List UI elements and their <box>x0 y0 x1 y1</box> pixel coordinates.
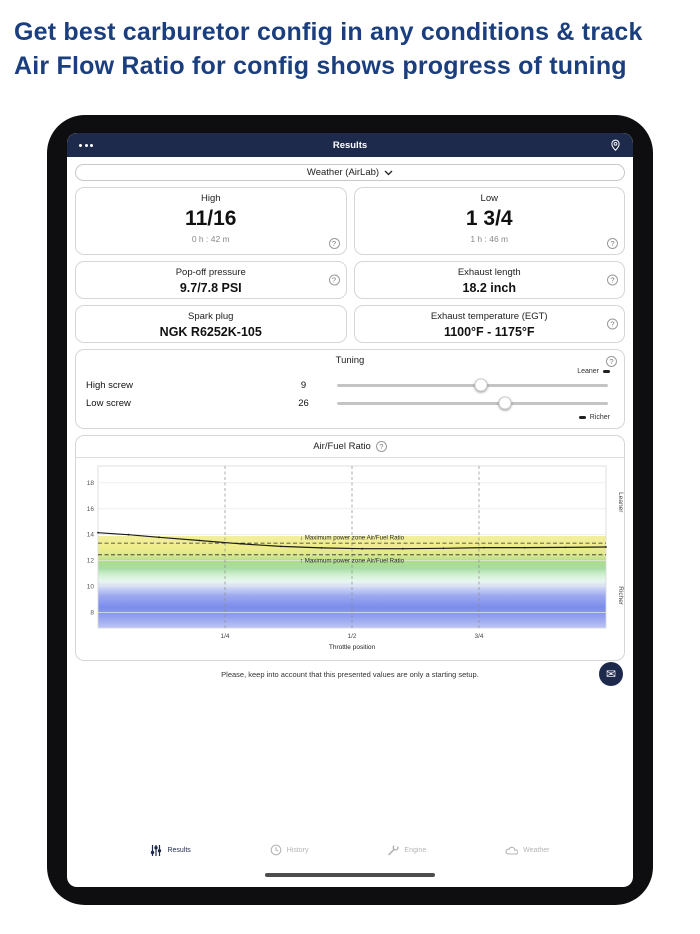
device-frame: Results Weather (AirLab) High <box>47 115 653 905</box>
empty-space <box>75 695 625 827</box>
help-icon[interactable]: ? <box>607 274 618 286</box>
tab-results-label: Results <box>167 846 191 854</box>
cloud-icon <box>505 846 519 855</box>
headline-line-1: Get best carburetor config in any condit… <box>14 18 643 46</box>
high-screw-row: High screw 9 <box>76 376 624 394</box>
egt-card: Exhaust temperature (EGT) 1100°F - 1175°… <box>353 305 625 343</box>
app-content: Weather (AirLab) High 11/16 0 h : 42 m ?… <box>67 157 633 887</box>
svg-text:1/4: 1/4 <box>220 633 229 640</box>
marketing-headline: Get best carburetor config in any condit… <box>14 16 690 83</box>
low-screw-value: 26 <box>298 397 309 409</box>
app-header: Results <box>67 133 633 157</box>
tab-weather-label: Weather <box>523 846 550 854</box>
disclaimer-note: Please, keep into account that this pres… <box>221 670 479 679</box>
low-jet-value: 1 3/4 <box>465 207 513 230</box>
egt-value: 1100°F - 1175°F <box>443 325 535 339</box>
wrench-icon <box>388 844 400 856</box>
low-jet-title: Low <box>480 193 498 204</box>
svg-text:18: 18 <box>87 480 95 487</box>
help-icon[interactable]: ? <box>375 441 387 452</box>
svg-text:Throttle position: Throttle position <box>329 644 376 651</box>
low-screw-row: Low screw 26 <box>76 394 624 412</box>
note-row: Please, keep into account that this pres… <box>75 662 625 689</box>
svg-text:Richer: Richer <box>617 586 624 606</box>
low-screw-slider[interactable] <box>337 396 608 410</box>
tab-bar: Results History Engi <box>75 833 625 867</box>
sliders-icon <box>151 844 162 856</box>
popoff-pressure-card: Pop-off pressure 9.7/7.8 PSI ? <box>75 261 347 299</box>
weather-selector-label: Weather (AirLab) <box>306 167 380 178</box>
help-icon[interactable]: ? <box>328 274 340 286</box>
mail-button[interactable]: ✉ <box>599 662 623 686</box>
slider-knob[interactable] <box>474 378 488 392</box>
chart-title: Air/Fuel Ratio <box>313 441 371 452</box>
popoff-value: 9.7/7.8 PSI <box>179 281 242 295</box>
chevron-down-icon <box>384 170 393 175</box>
high-jet-card: High 11/16 0 h : 42 m ? <box>75 187 347 255</box>
svg-text:Leaner: Leaner <box>617 492 624 513</box>
help-icon[interactable]: ? <box>607 318 618 330</box>
home-row <box>75 873 625 887</box>
help-icon[interactable]: ? <box>606 356 617 367</box>
app-screen: Results Weather (AirLab) High <box>67 133 633 887</box>
chart-title-row: Air/Fuel Ratio ? <box>76 441 624 452</box>
menu-dots-icon[interactable] <box>79 143 93 147</box>
mail-icon: ✉ <box>605 667 617 681</box>
tab-history-label: History <box>286 846 309 854</box>
leaner-dash-icon <box>603 369 610 373</box>
row-popoff-exhaust: Pop-off pressure 9.7/7.8 PSI ? Exhaust l… <box>75 261 625 299</box>
exhaust-length-value: 18.2 inch <box>462 281 517 295</box>
high-screw-slider[interactable] <box>337 378 608 392</box>
jetting-row-high-low: High 11/16 0 h : 42 m ? Low 1 3/4 1 h : … <box>75 187 625 255</box>
svg-text:12: 12 <box>87 558 95 565</box>
svg-text:↓ Maximum power zone Air/Fuel: ↓ Maximum power zone Air/Fuel Ratio <box>300 535 405 542</box>
tab-results[interactable]: Results <box>150 844 191 857</box>
popoff-title: Pop-off pressure <box>175 267 246 278</box>
tab-engine-label: Engine <box>404 846 427 854</box>
high-jet-title: High <box>200 193 221 204</box>
spark-plug-title: Spark plug <box>188 311 234 322</box>
richer-dash-icon <box>578 415 586 419</box>
row-sparkplug-egt: Spark plug NGK R6252K-105 Exhaust temper… <box>75 305 625 343</box>
low-jet-time: 1 h : 46 m <box>470 234 509 244</box>
tab-weather[interactable]: Weather <box>505 845 549 856</box>
tuning-card: Tuning ? Leaner High screw 9 Low screw <box>75 349 625 429</box>
chart-divider <box>76 457 624 458</box>
spark-plug-card: Spark plug NGK R6252K-105 <box>75 305 347 343</box>
svg-text:14: 14 <box>87 532 95 539</box>
tab-history[interactable]: History <box>270 844 309 856</box>
svg-text:10: 10 <box>87 584 95 591</box>
richer-end-label: Richer <box>76 412 624 422</box>
egt-title: Exhaust temperature (EGT) <box>430 311 548 322</box>
leaner-end-label: Leaner <box>76 366 624 376</box>
page-title: Results <box>332 139 368 151</box>
weather-selector[interactable]: Weather (AirLab) <box>75 164 625 181</box>
help-icon[interactable]: ? <box>607 238 618 249</box>
clock-icon <box>270 844 282 856</box>
slider-knob[interactable] <box>498 396 512 410</box>
tuning-title: Tuning <box>335 355 365 366</box>
air-fuel-ratio-chart-card: Air/Fuel Ratio ? 18 16 14 12 10 8 1/4 1/2 3/4 ↓ M… <box>75 435 625 661</box>
headline-line-2: Air Flow Ratio for config shows progress… <box>14 51 627 80</box>
svg-text:↑ Maximum power zone Air/Fuel: ↑ Maximum power zone Air/Fuel Ratio <box>300 557 405 564</box>
spark-plug-value: NGK R6252K-105 <box>159 325 262 339</box>
exhaust-length-title: Exhaust length <box>457 267 521 278</box>
high-jet-value: 11/16 <box>185 207 237 230</box>
svg-text:1/2: 1/2 <box>347 633 356 640</box>
svg-text:16: 16 <box>87 506 95 513</box>
high-screw-value: 9 <box>300 379 307 391</box>
low-jet-card: Low 1 3/4 1 h : 46 m ? <box>353 187 625 255</box>
tab-engine[interactable]: Engine <box>387 844 426 856</box>
low-screw-label: Low screw <box>86 397 131 409</box>
svg-text:8: 8 <box>90 609 94 616</box>
home-indicator[interactable] <box>265 873 435 877</box>
exhaust-length-card: Exhaust length 18.2 inch ? <box>353 261 625 299</box>
air-fuel-ratio-chart: 18 16 14 12 10 8 1/4 1/2 3/4 ↓ Maximum power zone… <box>87 465 624 651</box>
high-screw-label: High screw <box>86 379 133 391</box>
svg-text:3/4: 3/4 <box>474 633 483 640</box>
high-jet-time: 0 h : 42 m <box>191 234 230 244</box>
help-icon[interactable]: ? <box>328 238 340 249</box>
location-pin-icon[interactable] <box>610 139 621 152</box>
